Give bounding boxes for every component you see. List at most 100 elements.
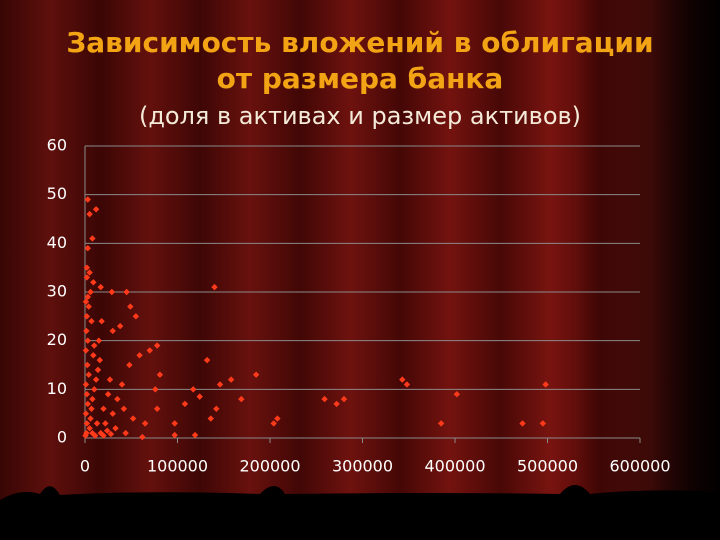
point [171,431,178,439]
point [112,425,119,432]
point [87,415,94,422]
point [156,371,164,378]
point [153,342,161,349]
point [252,371,260,378]
point [107,430,115,438]
point [116,322,124,330]
point [539,420,547,427]
point [88,405,95,412]
point [153,405,161,412]
point [89,395,96,403]
point [91,432,99,439]
point [399,376,406,383]
point [141,420,149,427]
point [136,352,143,359]
point [213,405,220,412]
point [82,347,90,354]
chart-title: от размера банка [217,62,504,95]
point [84,400,91,408]
point [216,381,224,388]
point [86,425,93,432]
point [84,245,91,252]
point [88,318,95,325]
point [403,381,411,388]
point [87,288,94,296]
x-tick-label: 100000 [147,457,208,476]
point [96,356,103,364]
chart-subtitle: (доля в активах и размер активов) [139,102,581,130]
point [181,400,189,408]
point [85,371,92,378]
point [238,395,245,403]
point [126,361,133,369]
point [542,381,549,388]
point [139,433,146,441]
point [92,206,100,213]
point [82,410,90,417]
y-tick-label: 50 [47,184,67,203]
point [519,420,526,427]
point [84,337,91,344]
point [83,264,91,271]
point [98,318,105,325]
point [83,313,91,320]
x-tick-label: 0 [80,457,90,476]
point [84,196,91,203]
point [82,432,89,439]
point [171,420,178,427]
point [109,410,116,417]
point [437,420,445,427]
point [91,386,98,393]
point [104,427,111,434]
point [93,420,101,427]
point [120,405,128,412]
point [95,337,103,344]
y-tick-label: 30 [47,282,67,301]
x-tick-label: 200000 [239,457,300,476]
point [104,391,112,398]
point [83,274,91,281]
point [89,235,96,242]
point [129,415,137,422]
point [203,356,211,364]
y-tick-label: 10 [47,379,67,398]
point [227,376,235,383]
point [85,303,92,310]
point [191,431,199,439]
point [132,313,140,320]
point [127,303,134,310]
point [97,283,104,291]
point [91,342,98,349]
y-tick-label: 20 [47,330,67,349]
y-tick-label: 40 [47,233,67,252]
point [211,283,218,291]
point [109,327,116,335]
point [90,352,97,359]
curtain-bottom [0,485,720,540]
point [100,432,107,439]
point [122,429,129,437]
point [90,279,97,286]
point [84,361,91,369]
point [84,293,91,301]
point [92,376,100,383]
point [453,391,461,398]
point [321,395,328,403]
point [83,420,91,427]
point [86,210,93,218]
point [94,366,102,374]
point [340,395,348,403]
point [152,386,159,393]
point [97,429,104,437]
point [83,327,90,335]
point [190,386,197,393]
plot-area: 0 10 20 30 40 50 60 0 100000 200000 300000 400000 50… [47,136,671,476]
point [82,298,90,305]
point [106,376,114,383]
x-tick-label: 400000 [424,457,485,476]
x-tick-label: 300000 [332,457,393,476]
point [207,415,214,422]
y-tick-label: 0 [57,428,67,447]
